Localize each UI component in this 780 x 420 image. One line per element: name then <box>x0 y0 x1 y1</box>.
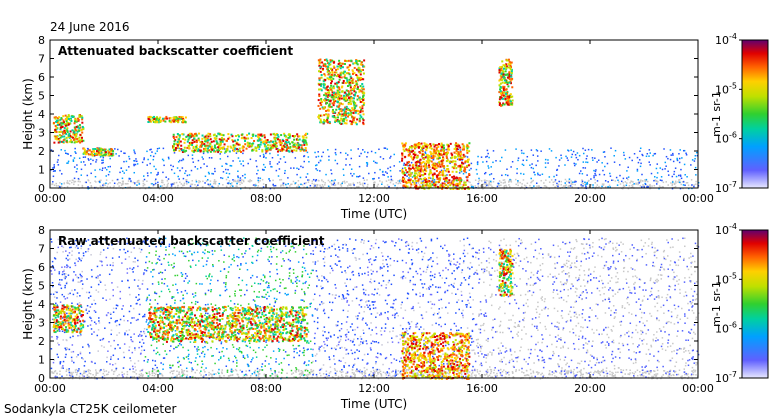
x-tick-label: 00:00 <box>34 192 66 205</box>
cloud-feature <box>147 305 309 343</box>
colorbar-unit-label: m-1 sr-1 <box>710 281 723 327</box>
cloud-feature <box>52 114 85 144</box>
y-axis-label: Height (km) <box>21 268 35 339</box>
y-tick-label: 2 <box>38 145 45 158</box>
cloud-feature <box>147 115 187 124</box>
x-axis-label: Time (UTC) <box>340 207 407 221</box>
y-tick-label: 7 <box>38 53 45 66</box>
y-tick-label: 8 <box>38 224 45 237</box>
y-tick-label: 3 <box>38 127 45 140</box>
colorbar-tick-label: 10-6 <box>715 321 737 336</box>
x-tick-label: 16:00 <box>466 192 498 205</box>
cloud-feature <box>401 142 471 190</box>
y-tick-label: 1 <box>38 164 45 177</box>
y-tick-label: 5 <box>38 90 45 103</box>
cloud-feature <box>171 132 309 153</box>
y-tick-label: 4 <box>38 108 45 121</box>
cloud-feature <box>52 304 85 334</box>
y-axis-label: Height (km) <box>21 78 35 149</box>
colorbar-unit-label: m-1 sr-1 <box>710 91 723 137</box>
x-tick-label: 04:00 <box>142 382 174 395</box>
x-tick-label: 20:00 <box>574 382 606 395</box>
colorbar-tick-label: 10-4 <box>715 32 737 47</box>
noise-floor <box>51 178 700 190</box>
y-tick-label: 8 <box>38 34 45 47</box>
y-tick-label: 0 <box>38 372 45 385</box>
x-tick-label: 08:00 <box>250 192 282 205</box>
heatmap-panel: 0 1 2 3 4 5 6 7 8 00:00 04:00 08:00 12:00 16:00 20:00 0… <box>21 222 769 411</box>
y-tick-label: 6 <box>38 71 45 84</box>
panel-title: Raw attenuated backscatter coefficient <box>58 234 325 248</box>
x-tick-label: 04:00 <box>142 192 174 205</box>
y-tick-label: 7 <box>38 243 45 256</box>
colorbar <box>741 229 769 379</box>
colorbar-tick-label: 10-5 <box>715 271 737 286</box>
heatmap-panel: 0 1 2 3 4 5 6 7 8 00:00 04:00 08:00 12:00 16:00 20:00 0… <box>21 32 769 221</box>
y-tick-label: 6 <box>38 261 45 274</box>
x-tick-label: 12:00 <box>358 192 390 205</box>
y-tick-label: 4 <box>38 298 45 311</box>
x-tick-label: 00:00 <box>34 382 66 395</box>
x-tick-label: 08:00 <box>250 382 282 395</box>
colorbar-tick-label: 10-7 <box>715 370 737 385</box>
colorbar-tick-label: 10-6 <box>715 131 737 146</box>
date-label: 24 June 2016 <box>50 20 130 34</box>
panel-title: Attenuated backscatter coefficient <box>58 44 293 58</box>
cloud-feature <box>82 147 115 157</box>
colorbar-tick-label: 10-7 <box>715 180 737 195</box>
x-tick-label: 00:00 <box>682 382 714 395</box>
y-tick-label: 2 <box>38 335 45 348</box>
cloud-feature <box>317 58 366 126</box>
x-tick-label: 12:00 <box>358 382 390 395</box>
x-tick-label: 16:00 <box>466 382 498 395</box>
instrument-label: Sodankyla CT25K ceilometer <box>4 402 177 416</box>
y-tick-label: 3 <box>38 317 45 330</box>
colorbar-tick-label: 10-4 <box>715 222 737 237</box>
colorbar <box>741 39 769 189</box>
y-tick-label: 0 <box>38 182 45 195</box>
y-tick-label: 1 <box>38 354 45 367</box>
x-tick-label: 20:00 <box>574 192 606 205</box>
cloud-feature <box>498 58 514 107</box>
cloud-feature <box>498 248 514 297</box>
y-tick-label: 5 <box>38 280 45 293</box>
x-axis-label: Time (UTC) <box>340 397 407 411</box>
colorbar-tick-label: 10-5 <box>715 81 737 96</box>
x-tick-label: 00:00 <box>682 192 714 205</box>
